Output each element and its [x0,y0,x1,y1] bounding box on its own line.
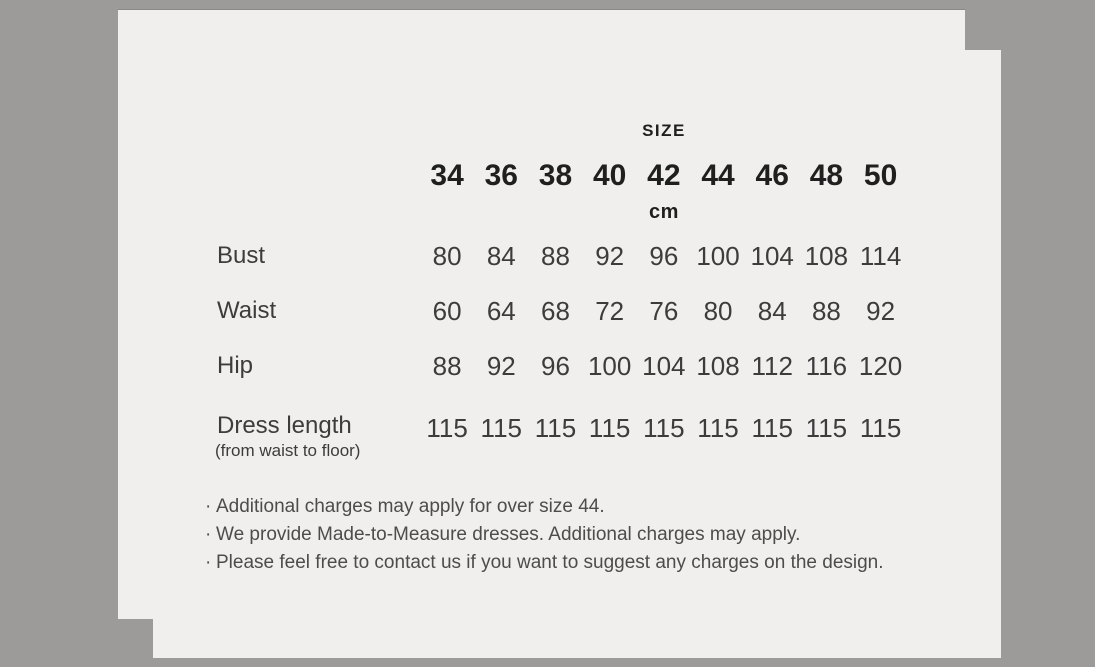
footnote-line: · Please feel free to contact us if you … [205,549,884,577]
table-row-hip: Hip 88 92 96 100 104 108 112 116 120 [215,349,908,383]
bullet-icon: · [205,552,212,573]
size-column-header: 42 [647,159,681,192]
size-column-header: 46 [755,159,789,192]
table-cell: 88 [811,295,841,326]
table-cell: 115 [697,413,739,443]
footnote-line: · Additional charges may apply for over … [205,493,884,521]
footnote-text: We provide Made-to-Measure dresses. Addi… [216,524,801,545]
bullet-icon: · [205,524,212,545]
table-cell: 104 [750,240,794,271]
table-cell: 115 [480,413,522,443]
size-header-row: 34 36 38 40 42 44 46 48 50 [215,159,908,193]
table-cell: 96 [541,350,570,381]
table-cell: 120 [858,350,903,381]
table-row-bust: Bust 80 84 88 92 96 100 104 108 114 [215,239,908,273]
table-cell: 112 [751,350,793,381]
table-cell: 115 [588,413,631,443]
table-cell: 104 [642,350,686,381]
table-cell: 116 [805,350,848,381]
size-column-header: 44 [701,159,735,192]
size-header-label: SIZE [642,121,686,140]
row-label: Waist [217,297,277,324]
table-cell: 96 [649,240,679,271]
row-label: Dress length [217,412,352,439]
footnote-line: · We provide Made-to-Measure dresses. Ad… [205,521,884,549]
size-column-header: 34 [430,159,464,192]
table-row-waist: Waist 60 64 68 72 76 80 84 88 92 [215,294,908,328]
table-cell: 88 [432,350,462,381]
size-column-header: 40 [592,159,627,192]
table-cell: 108 [696,350,740,381]
size-chart-card: SIZE 34 36 38 40 42 44 46 48 50 cm Bust … [118,10,965,619]
table-cell: 108 [804,240,849,271]
table-cell: 115 [751,413,793,443]
table-cell: 72 [595,295,625,326]
footnote-text: Please feel free to contact us if you wa… [216,552,884,573]
size-column-header: 48 [809,159,844,192]
table-cell: 114 [859,240,902,271]
footnotes: · Additional charges may apply for over … [205,493,884,577]
table-cell: 115 [426,413,468,443]
table-cell: 88 [541,240,570,271]
row-label-group: Dress length (from waist to floor) [215,412,420,461]
table-cell: 80 [703,295,733,326]
table-cell: 80 [432,240,462,271]
table-cell: 92 [486,350,516,381]
table-cell: 92 [866,295,896,326]
table-cell: 115 [643,413,685,443]
table-cell: 115 [859,413,902,443]
table-cell: 100 [587,350,632,381]
size-column-header: 36 [484,159,518,192]
table-cell: 60 [432,295,462,326]
size-column-header: 38 [538,159,573,192]
table-cell: 84 [486,240,516,271]
row-label: Hip [217,352,254,379]
table-cell: 92 [595,240,625,271]
size-column-header: 50 [863,159,898,192]
footnote-text: Additional charges may apply for over si… [216,496,605,517]
table-cell: 68 [541,295,570,326]
table-cell: 76 [649,295,679,326]
table-cell: 64 [486,295,516,326]
row-sublabel: (from waist to floor) [215,441,361,460]
table-row-dress-length: Dress length (from waist to floor) 115 1… [215,404,908,460]
row-label: Bust [217,242,266,269]
table-cell: 84 [757,295,787,326]
table-cell: 100 [696,240,740,271]
table-cell: 115 [534,413,577,443]
table-cell: 115 [805,413,848,443]
bullet-icon: · [205,496,212,517]
unit-label: cm [649,200,679,223]
